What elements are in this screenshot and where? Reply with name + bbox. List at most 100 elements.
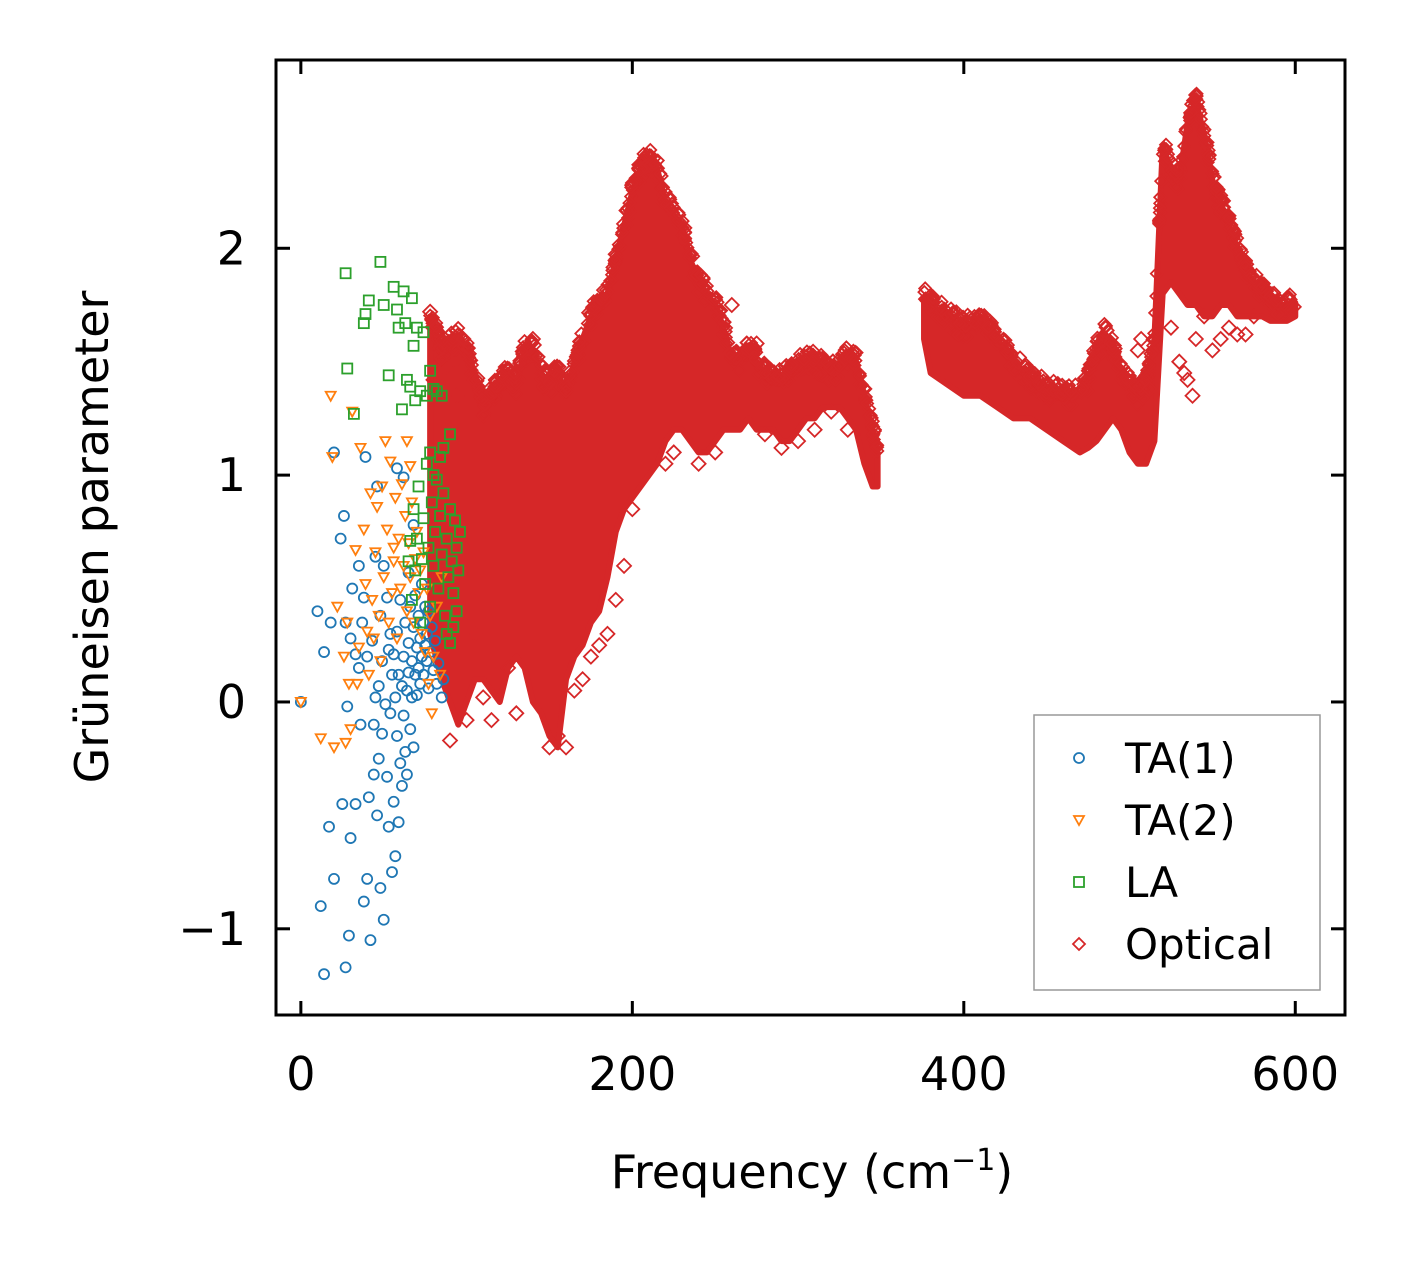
la-point <box>362 294 375 307</box>
ta-2--point <box>378 436 392 448</box>
legend-entry: LA <box>1073 858 1178 907</box>
optical-point <box>705 292 721 307</box>
ta-2--point <box>367 633 381 646</box>
optical-point <box>622 195 637 211</box>
optical-point <box>1141 380 1158 398</box>
optical-point <box>1147 305 1163 321</box>
ta-1--point <box>391 625 403 638</box>
ta-2--point <box>324 390 338 403</box>
optical-point <box>574 671 591 688</box>
ta-1--point <box>369 550 382 563</box>
optical-point <box>805 343 821 358</box>
optical-point <box>1027 369 1042 384</box>
optical-point <box>1183 96 1199 112</box>
optical-point <box>1113 356 1128 371</box>
ta-2--point <box>352 642 366 655</box>
ta-1--point <box>404 723 417 736</box>
optical-point <box>693 277 708 292</box>
series-la <box>339 255 466 649</box>
x-tick-label: 400 <box>920 1047 1008 1101</box>
optical-point <box>658 184 673 200</box>
optical-point <box>474 689 492 706</box>
optical-point <box>852 366 868 382</box>
ta-1--point <box>344 832 357 844</box>
la-point <box>391 303 403 316</box>
ta-1--point <box>409 668 422 681</box>
optical-point <box>684 246 699 262</box>
ta-1--point <box>339 961 352 974</box>
optical-point <box>655 180 671 195</box>
ta-1--point <box>318 968 330 981</box>
optical-point <box>607 253 622 268</box>
la-point <box>387 280 400 293</box>
ta-1--point <box>356 616 369 629</box>
ta-1--point <box>372 680 385 692</box>
la-point <box>406 292 418 305</box>
optical-point <box>718 330 734 345</box>
la-point <box>406 593 418 606</box>
optical-point <box>834 347 850 362</box>
ta-2--point <box>368 547 382 560</box>
optical-point <box>458 711 475 729</box>
optical-point <box>1145 343 1160 358</box>
optical-point <box>697 293 713 309</box>
optical-point <box>580 305 596 320</box>
optical-point <box>806 421 823 439</box>
la-point <box>424 364 437 377</box>
ta-1--point <box>367 768 380 781</box>
optical-point <box>657 192 673 208</box>
optical-point <box>611 237 627 252</box>
optical-point <box>672 207 687 223</box>
optical-point <box>477 397 493 412</box>
optical-point <box>856 380 873 398</box>
optical-point <box>789 432 807 450</box>
ta-1--point <box>352 559 365 572</box>
ta-2--point <box>412 588 426 600</box>
ta-2--point <box>392 533 406 546</box>
optical-point <box>775 371 790 386</box>
optical-point <box>1228 326 1246 343</box>
optical-point <box>582 648 600 665</box>
optical-point <box>1204 342 1221 359</box>
x-tick-label: 600 <box>1251 1047 1339 1101</box>
optical-point <box>708 290 724 305</box>
optical-point <box>441 732 459 749</box>
optical-point <box>722 346 738 361</box>
optical-point <box>603 273 618 288</box>
la-point <box>452 564 465 577</box>
x-axis-label: Frequency (cm−1) <box>611 1143 1014 1199</box>
optical-point <box>832 358 847 374</box>
ta-2--point <box>380 524 394 537</box>
legend-entry: TA(2) <box>1072 796 1236 845</box>
optical-point <box>830 352 846 368</box>
la-point <box>422 541 435 554</box>
ta-2--point <box>387 556 401 569</box>
optical-point <box>1220 319 1238 336</box>
ta-1--point <box>406 655 418 668</box>
ta-1--point <box>314 900 327 913</box>
optical-point <box>1153 173 1169 189</box>
la-point <box>447 587 460 599</box>
optical-point <box>547 363 562 379</box>
ta-1--point <box>394 593 407 606</box>
la-point <box>419 578 432 590</box>
ta-1--point <box>343 929 355 942</box>
optical-point <box>495 363 511 379</box>
optical-point <box>1139 367 1154 382</box>
optical-point <box>1147 331 1162 347</box>
ta-1--point <box>396 779 408 792</box>
la-point <box>454 525 466 538</box>
optical-point <box>619 203 634 218</box>
optical-point <box>1209 179 1224 195</box>
optical-point <box>607 246 622 262</box>
optical-point <box>514 344 529 359</box>
optical-point <box>859 396 875 411</box>
ta-1--point <box>432 657 445 670</box>
optical-point <box>438 357 455 375</box>
ta-1--point <box>344 632 357 645</box>
optical-point <box>1183 104 1199 120</box>
optical-point <box>690 455 707 473</box>
ta-2--point <box>372 610 386 623</box>
optical-point <box>858 389 874 405</box>
